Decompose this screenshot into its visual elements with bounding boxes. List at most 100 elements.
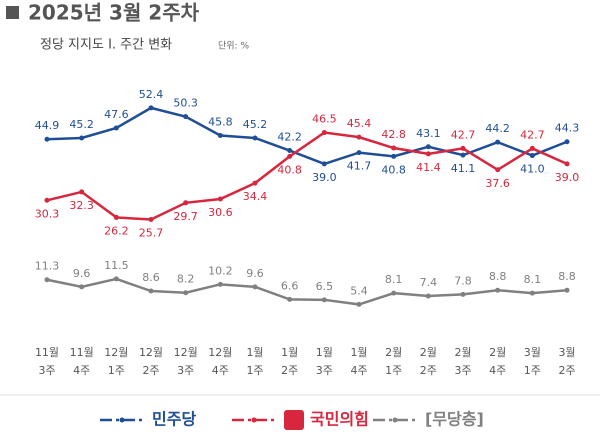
data-point [148,217,154,223]
x-tick-label: 2월 [420,346,437,359]
data-label: 6.6 [281,279,299,292]
data-label: 45.2 [243,118,268,131]
data-point [529,290,535,296]
title-marker [6,6,19,19]
data-label: 30.3 [35,207,60,220]
data-label: 42.7 [520,128,545,141]
data-point [44,136,50,142]
x-tick-label: 1월 [316,346,333,359]
data-point [217,196,223,202]
data-label: 9.6 [73,267,91,280]
data-point [321,297,327,303]
data-point [564,161,570,167]
x-tick-label: 4주 [73,364,90,377]
data-label: 50.3 [173,97,198,110]
data-label: 40.8 [381,163,406,176]
legend-label: [무당층] [425,410,484,429]
data-point [425,144,431,150]
data-label: 26.2 [104,224,129,237]
data-label: 42.8 [381,128,406,141]
x-tick-label: 3주 [316,364,333,377]
legend-dot [119,417,125,423]
data-label: 11.3 [35,260,60,273]
data-point [79,135,85,141]
data-label: 44.9 [35,119,60,132]
x-tick-label: 3월 [524,346,541,359]
x-tick-label: 12월 [174,346,198,359]
data-point [460,145,466,151]
x-tick-label: 4주 [212,364,229,377]
data-label: 8.1 [385,273,403,286]
data-point [495,167,501,173]
data-point [252,180,258,186]
data-label: 5.4 [350,284,368,297]
legend-label: 국민의힘 [310,410,369,429]
data-point [183,200,189,206]
data-label: 10.2 [208,264,233,277]
x-tick-label: 4주 [350,364,367,377]
data-label: 45.8 [208,115,233,128]
data-point [113,125,119,131]
data-label: 41.1 [451,162,476,175]
x-tick-label: 2주 [142,364,159,377]
x-tick-label: 1주 [524,364,541,377]
data-point [79,189,85,195]
data-label: 44.2 [485,122,510,135]
data-point [321,161,327,167]
data-label: 40.8 [277,163,302,176]
x-tick-label: 2주 [558,364,575,377]
data-label: 25.7 [139,227,164,240]
x-tick-label: 3주 [38,364,55,377]
x-tick-label: 12월 [104,346,128,359]
data-point [113,276,119,282]
data-point [460,152,466,158]
x-tick-label: 1주 [246,364,263,377]
x-tick-label: 3월 [558,346,575,359]
data-label: 6.5 [316,280,334,293]
data-label: 8.6 [142,271,160,284]
data-point [425,151,431,157]
data-label: 46.5 [312,113,337,126]
legend-label: 민주당 [152,410,196,429]
x-tick-label: 1월 [350,346,367,359]
data-label: 8.1 [524,273,542,286]
x-tick-label: 1주 [385,364,402,377]
data-point [391,145,397,151]
chart-subtitle: 정당 지지도 Ⅰ. 주간 변화 [40,38,172,53]
data-point [44,197,50,203]
data-point [287,296,293,302]
data-point [287,153,293,159]
legend-logo [284,410,304,430]
data-label: 8.8 [489,270,507,283]
x-tick-label: 11월 [35,346,59,359]
data-point [217,281,223,287]
data-point [287,148,293,154]
data-label: 8.8 [558,270,576,283]
x-tick-label: 2월 [454,346,471,359]
x-tick-label: 3주 [454,364,471,377]
data-label: 41.0 [520,163,545,176]
data-label: 43.1 [416,127,441,140]
data-label: 7.4 [420,276,438,289]
data-point [564,139,570,145]
data-label: 34.4 [243,190,268,203]
data-point [44,277,50,283]
data-point [391,153,397,159]
data-label: 39.0 [555,171,580,184]
data-label: 32.3 [69,199,94,212]
data-label: 42.7 [451,128,476,141]
data-label: 42.2 [277,131,302,144]
x-tick-label: 2월 [385,346,402,359]
data-point [460,291,466,297]
data-label: 41.4 [416,161,441,174]
data-label: 7.8 [454,274,472,287]
data-label: 30.6 [208,206,233,219]
data-point [529,145,535,151]
series-line [46,277,568,306]
series-line [46,131,568,221]
series-line [46,106,568,166]
data-label: 37.6 [485,177,510,190]
x-tick-label: 12월 [139,346,163,359]
data-point [252,135,258,141]
